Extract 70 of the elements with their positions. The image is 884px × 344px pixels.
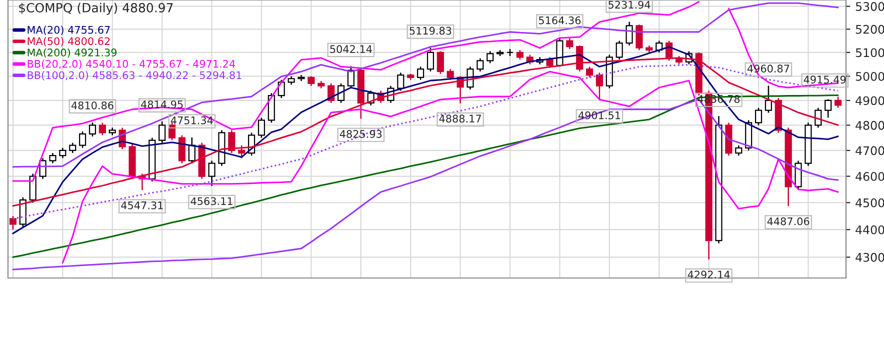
candlestick [98,122,106,136]
candlestick [764,85,772,114]
candlestick [29,173,36,204]
y-tick-label: 4500 [856,198,884,208]
candlestick [566,38,574,50]
y-tick-label: 4300 [856,252,884,262]
candlestick [616,40,623,60]
candlestick [436,50,444,74]
y-tick-label: 5200 [856,24,884,34]
candlestick [417,66,424,80]
candlestick [188,136,196,164]
candlestick [636,24,643,51]
text: 4563.11 [190,197,232,206]
text: 4751.34 [170,116,213,124]
candlestick [596,72,604,101]
candlestick [69,142,76,154]
candlestick [228,130,236,154]
text: 4487.06 [767,217,810,226]
y-tick-label: 4700 [856,146,884,156]
candlestick [446,68,454,80]
candlestick [834,96,842,108]
candlestick [426,47,434,72]
candlestick [824,98,832,118]
legend-label: MA(50) 4800.62 [28,37,110,46]
text: 5119.83 [410,26,452,35]
candlestick [546,56,554,68]
legend-label: MA(200) 4921.39 [28,48,117,58]
candlestick [476,58,484,72]
candlestick [208,160,216,187]
candlestick [308,76,315,86]
y-tick-label: 4600 [856,172,884,181]
candlestick [59,147,66,159]
text: 4292.14 [688,270,730,279]
text: 4810.86 [71,101,114,110]
candlestick [49,152,56,164]
candlestick [79,130,86,149]
candlestick [258,117,266,138]
candlestick [794,160,802,190]
legend-label: BB(100,2.0) 4585.63 - 4940.22 - 5294.81 [28,71,242,80]
text: 4915.49 [804,76,846,84]
candlestick [347,66,354,89]
candlestick [486,50,494,64]
candlestick [586,66,594,78]
text: 4814.95 [141,100,183,108]
candlestick [178,134,186,164]
candlestick [158,120,166,144]
y-tick-label: 4900 [856,96,884,106]
y-tick-label: 5000 [856,72,884,81]
candlestick [238,144,246,159]
candlestick [278,79,285,99]
text: 5042.14 [330,45,372,54]
candlestick [735,144,742,156]
candlestick [88,122,96,138]
text: 5164.36 [538,16,581,24]
candlestick [626,21,633,46]
legend-label: BB(20,2.0) 4540.10 - 4755.67 - 4971.24 [28,60,236,69]
text: 4547.31 [121,201,163,210]
candlestick [516,49,524,60]
y-tick-label: 4400 [856,225,884,234]
candlestick [814,107,822,128]
legend-label: MA(20) 4755.67 [28,26,110,35]
candlestick [397,72,404,92]
text: 4888.17 [439,114,481,123]
chart-title: $COMPQ (Daily) 4880.97 [19,2,173,15]
candlestick [754,107,762,126]
y-tick-label: 5100 [856,48,884,58]
y-tick-label: 4800 [856,120,884,130]
text: 5231.94 [608,0,650,9]
y-tick-label: 5300 [856,2,884,11]
candlestick [9,215,17,230]
